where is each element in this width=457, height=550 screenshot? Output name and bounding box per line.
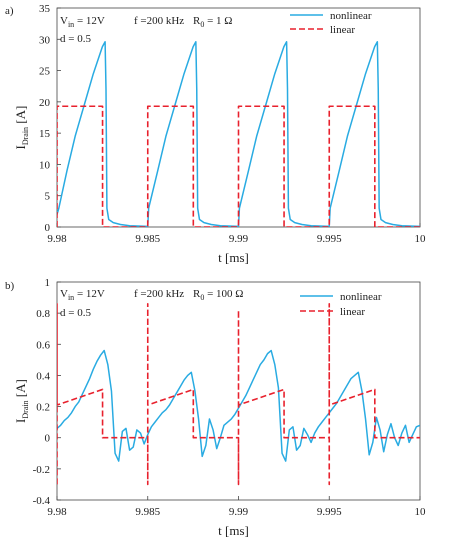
parameter-annotation: d = 0.5	[60, 33, 91, 45]
panel-label: a)	[5, 5, 14, 17]
y-tick-label: 0.6	[36, 339, 50, 351]
y-tick-label: 0	[45, 222, 51, 234]
x-tick-label: 9.99	[229, 233, 249, 245]
legend-label-nonlinear: nonlinear	[330, 10, 372, 22]
parameter-annotation: Vin = 12V	[60, 288, 105, 302]
x-tick-label: 9.99	[229, 506, 249, 518]
legend: nonlinear linear	[300, 291, 382, 318]
parameter-annotation: Vin = 12V	[60, 15, 105, 29]
parameter-annotation: R0 = 1 Ω	[193, 15, 232, 29]
parameter-annotation: f =200 kHz	[134, 15, 184, 27]
legend-label-linear: linear	[330, 24, 355, 36]
series-group	[57, 303, 420, 486]
legend-label-linear: linear	[340, 306, 365, 318]
y-tick-label: 0.4	[36, 370, 50, 382]
y-tick-label: -0.2	[33, 464, 50, 476]
y-tick-label: 1	[45, 277, 51, 289]
x-tick-label: 9.985	[135, 506, 160, 518]
y-tick-label: 25	[39, 66, 51, 78]
x-tick-label: 10	[415, 233, 427, 245]
x-tick-label: 9.98	[47, 233, 67, 245]
y-tick-label: 0	[45, 433, 51, 445]
x-tick-label: 9.995	[317, 506, 342, 518]
x-tick-label: 9.995	[317, 233, 342, 245]
series-line-nonlinear	[57, 41, 420, 227]
panel-b: -0.4 -0.2 0 0.2 0.4 0.6 0.8 1 9.98 9.985 9.99 9.995…	[5, 277, 426, 538]
x-axis-label: t [ms]	[218, 250, 249, 265]
y-tick-label: 35	[39, 3, 51, 15]
y-tick-label: 30	[39, 34, 51, 46]
parameter-annotation: f =200 kHz	[134, 288, 184, 300]
y-axis-label: IDrain [A]	[13, 379, 30, 423]
y-tick-label: 15	[39, 128, 51, 140]
x-tick-label: 10	[415, 506, 427, 518]
series-line-linear	[57, 303, 420, 486]
series-line-linear	[57, 105, 420, 227]
legend: nonlinear linear	[290, 10, 372, 36]
series-line-nonlinear	[57, 349, 420, 462]
y-tick-label: -0.4	[33, 495, 51, 507]
parameter-annotation: d = 0.5	[60, 307, 91, 319]
y-tick-label: 0.8	[36, 308, 50, 320]
panel-a: 0 5 10 15 20 25 30 35 9.98 9.985 9.99 9.995 10 t [ms]…	[5, 3, 426, 265]
x-axis-label: t [ms]	[218, 523, 249, 538]
x-tick-label: 9.98	[47, 506, 67, 518]
y-tick-label: 0.2	[36, 402, 50, 414]
y-tick-label: 5	[45, 191, 51, 203]
legend-label-nonlinear: nonlinear	[340, 291, 382, 303]
parameter-annotation: R0 = 100 Ω	[193, 288, 243, 302]
series-group	[57, 41, 420, 227]
y-tick-label: 10	[39, 159, 51, 171]
y-axis-label: IDrain [A]	[13, 106, 30, 150]
x-tick-label: 9.985	[135, 233, 160, 245]
panel-label: b)	[5, 280, 15, 292]
y-tick-label: 20	[39, 97, 51, 109]
